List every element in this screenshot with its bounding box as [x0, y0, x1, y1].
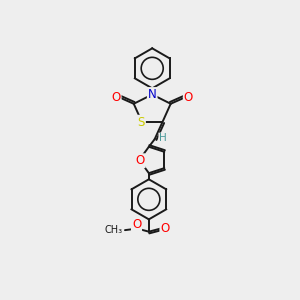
Text: O: O	[132, 218, 141, 231]
Text: O: O	[111, 91, 121, 104]
Text: O: O	[135, 154, 145, 167]
Text: H: H	[159, 134, 167, 143]
Text: N: N	[148, 88, 157, 101]
Text: O: O	[184, 91, 193, 104]
Text: CH₃: CH₃	[104, 225, 123, 235]
Text: O: O	[160, 222, 169, 235]
Text: S: S	[138, 116, 145, 129]
